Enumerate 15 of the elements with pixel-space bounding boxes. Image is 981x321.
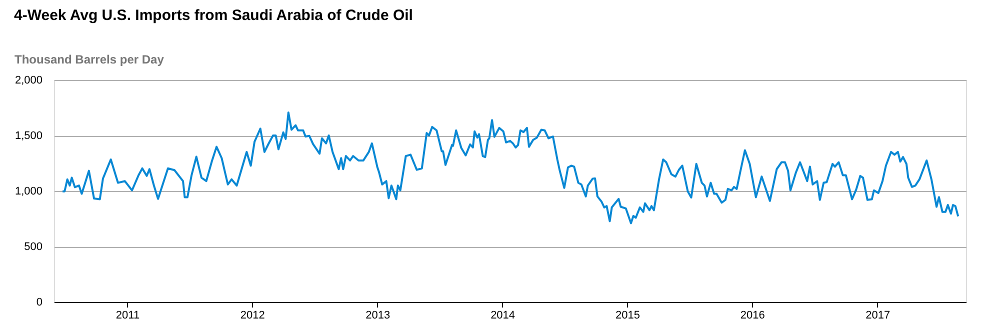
y-tick-label: 2,000 bbox=[14, 74, 42, 86]
y-axis-title: Thousand Barrels per Day bbox=[14, 52, 164, 66]
x-tick-label: 2012 bbox=[240, 310, 265, 321]
x-tick-label: 2015 bbox=[615, 310, 640, 321]
y-tick-label: 1,000 bbox=[14, 186, 42, 198]
x-tick-label: 2013 bbox=[366, 310, 390, 321]
y-tick-label: 1,500 bbox=[14, 130, 42, 142]
x-tick-label: 2016 bbox=[740, 310, 765, 321]
line-series bbox=[62, 112, 960, 224]
x-tick-label: 2011 bbox=[116, 310, 140, 321]
y-tick-label: 0 bbox=[36, 296, 42, 308]
chart-title: 4-Week Avg U.S. Imports from Saudi Arabia of Crude Oil bbox=[14, 7, 413, 24]
x-tick-label: 2017 bbox=[866, 310, 890, 321]
x-tick-label: 2014 bbox=[490, 310, 516, 321]
y-tick-label: 500 bbox=[24, 241, 42, 253]
